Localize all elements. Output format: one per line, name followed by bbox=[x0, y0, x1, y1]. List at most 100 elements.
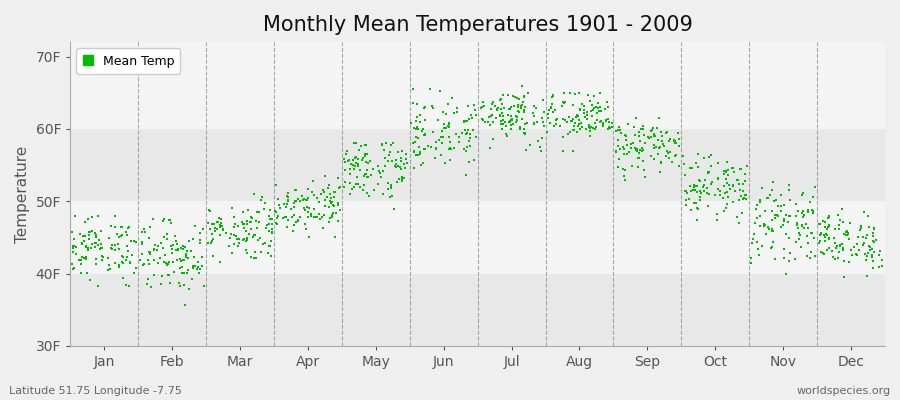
Point bbox=[395, 174, 410, 181]
Point bbox=[739, 196, 753, 202]
Point bbox=[265, 221, 279, 228]
Point bbox=[717, 170, 732, 177]
Point bbox=[74, 270, 88, 276]
Point bbox=[241, 206, 256, 213]
Point bbox=[111, 241, 125, 248]
Point bbox=[75, 261, 89, 267]
Point bbox=[753, 199, 768, 205]
Point bbox=[482, 114, 496, 120]
Point bbox=[445, 146, 459, 152]
Point bbox=[318, 197, 332, 204]
Point bbox=[289, 187, 303, 193]
Point bbox=[774, 203, 788, 209]
Point bbox=[464, 112, 479, 118]
Point bbox=[831, 212, 845, 218]
Point bbox=[832, 226, 846, 232]
Point bbox=[558, 98, 572, 105]
Point bbox=[244, 226, 258, 232]
Point bbox=[463, 135, 477, 141]
Point bbox=[753, 222, 768, 229]
Point bbox=[630, 146, 644, 152]
Point bbox=[389, 156, 403, 163]
Point bbox=[397, 161, 411, 168]
Point bbox=[636, 146, 651, 153]
Point bbox=[125, 252, 140, 258]
Point bbox=[562, 90, 577, 96]
Point bbox=[663, 148, 678, 155]
Point bbox=[434, 152, 448, 158]
Point bbox=[166, 242, 180, 248]
Point bbox=[176, 256, 190, 263]
Point bbox=[338, 166, 352, 173]
Point bbox=[850, 252, 865, 258]
Point bbox=[778, 255, 792, 262]
Point bbox=[127, 238, 141, 244]
Point bbox=[89, 260, 104, 267]
Point bbox=[694, 190, 708, 196]
Point bbox=[81, 216, 95, 222]
Point bbox=[872, 252, 886, 258]
Point bbox=[745, 240, 760, 246]
Point bbox=[265, 226, 279, 232]
Point bbox=[589, 124, 603, 130]
Point bbox=[248, 255, 263, 262]
Point bbox=[820, 226, 834, 233]
Point bbox=[690, 183, 705, 189]
Point bbox=[619, 133, 634, 139]
Point bbox=[418, 116, 432, 123]
Point bbox=[724, 165, 739, 172]
Point bbox=[670, 130, 685, 136]
Point bbox=[102, 234, 116, 241]
Point bbox=[193, 240, 207, 246]
Point bbox=[81, 244, 95, 251]
Point bbox=[257, 200, 272, 206]
Point bbox=[359, 159, 374, 165]
Point bbox=[797, 212, 812, 218]
Bar bbox=[70, 42, 885, 129]
Point bbox=[338, 159, 353, 165]
Point bbox=[583, 108, 598, 114]
Point bbox=[276, 215, 291, 222]
Point bbox=[769, 255, 783, 262]
Point bbox=[803, 255, 817, 261]
Point bbox=[633, 138, 647, 144]
Point bbox=[328, 210, 343, 216]
Point bbox=[383, 184, 398, 191]
Point bbox=[669, 152, 683, 158]
Point bbox=[394, 176, 409, 183]
Point bbox=[216, 227, 230, 234]
Point bbox=[834, 241, 849, 248]
Point bbox=[316, 186, 330, 193]
Point bbox=[375, 190, 390, 197]
Point bbox=[649, 143, 663, 150]
Point bbox=[171, 246, 185, 252]
Point bbox=[610, 137, 625, 143]
Point bbox=[549, 117, 563, 124]
Point bbox=[142, 224, 157, 230]
Point bbox=[568, 119, 582, 126]
Point bbox=[513, 125, 527, 132]
Point bbox=[603, 125, 617, 131]
Point bbox=[662, 135, 677, 142]
Point bbox=[114, 232, 129, 238]
Point bbox=[142, 260, 157, 267]
Point bbox=[515, 82, 529, 89]
Point bbox=[342, 157, 356, 163]
Point bbox=[445, 95, 459, 101]
Point bbox=[659, 130, 673, 136]
Point bbox=[301, 214, 315, 220]
Point bbox=[600, 104, 615, 111]
Text: Latitude 51.75 Longitude -7.75: Latitude 51.75 Longitude -7.75 bbox=[9, 386, 182, 396]
Point bbox=[820, 226, 834, 232]
Point bbox=[360, 167, 374, 174]
Point bbox=[307, 192, 321, 198]
Point bbox=[318, 203, 332, 210]
Point bbox=[767, 198, 781, 204]
Point bbox=[806, 210, 820, 216]
Point bbox=[823, 244, 837, 251]
Point bbox=[777, 217, 791, 224]
Point bbox=[821, 224, 835, 230]
Point bbox=[820, 232, 834, 239]
Point bbox=[68, 212, 82, 219]
Point bbox=[91, 283, 105, 289]
